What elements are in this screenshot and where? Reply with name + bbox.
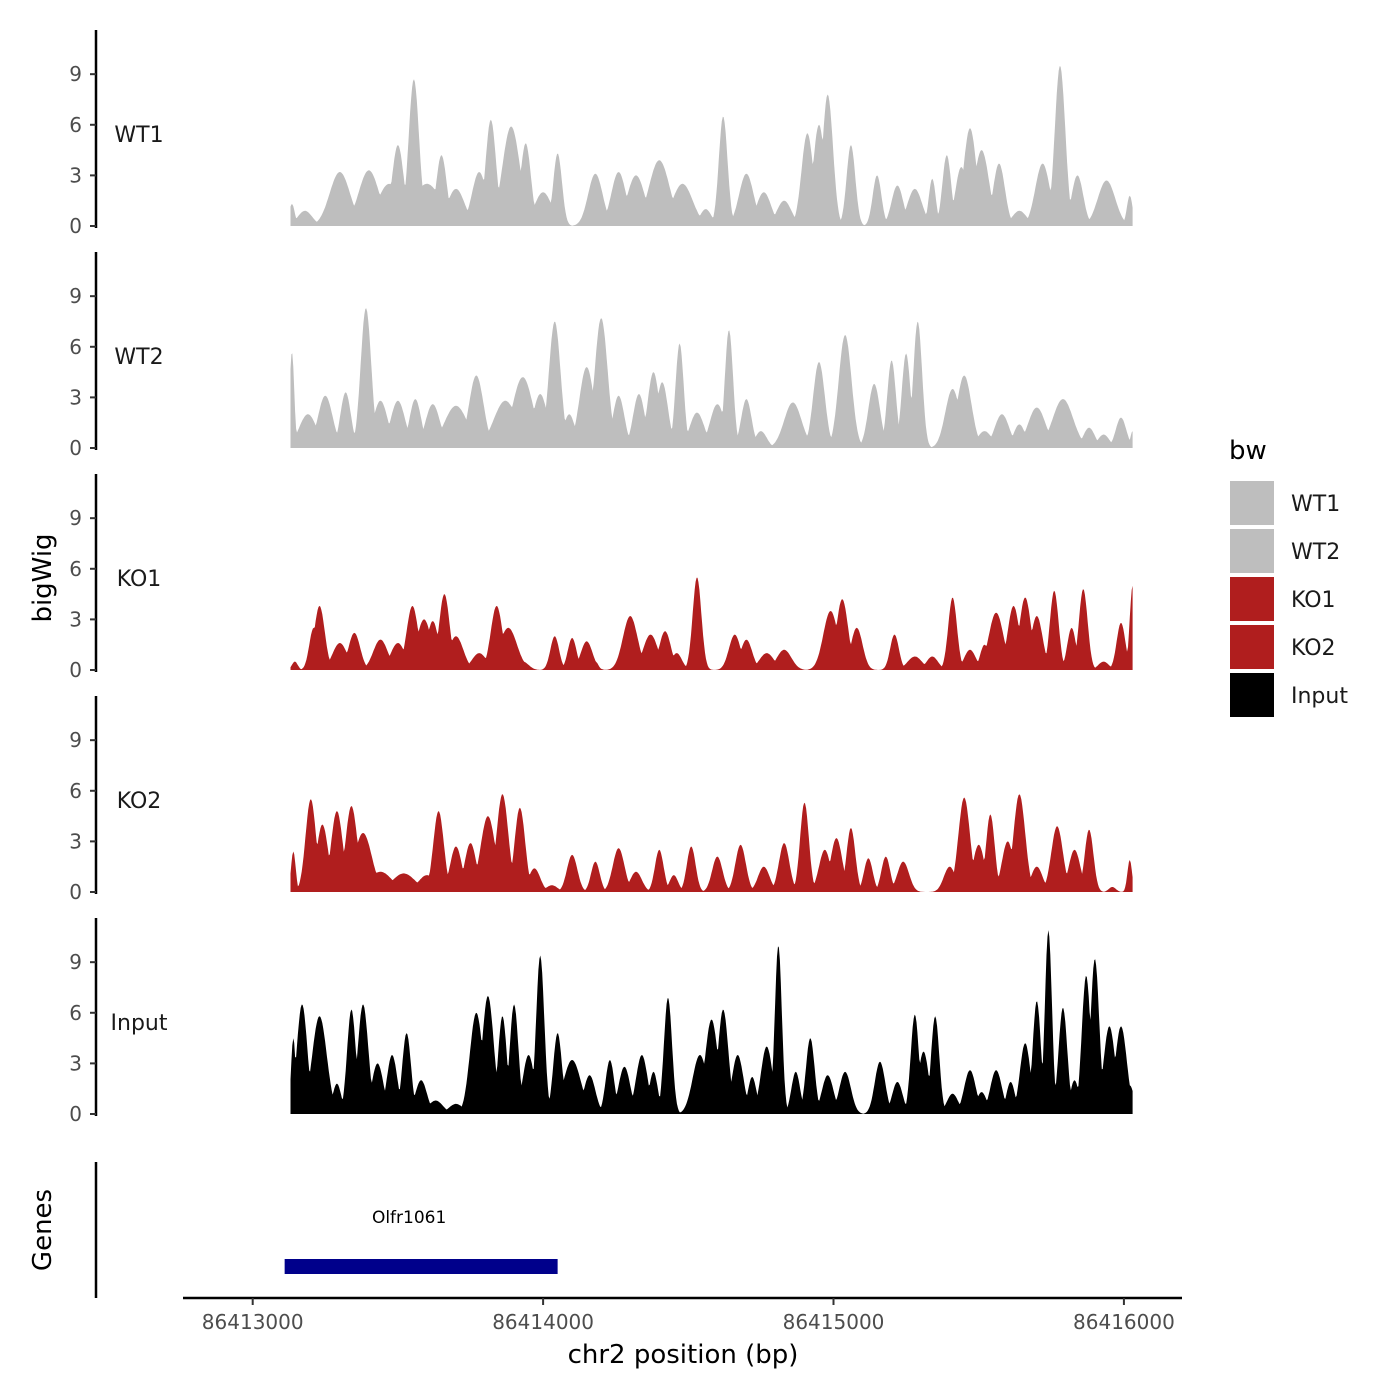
- track-wt2: 0 3 6 9 WT2: [69, 252, 1133, 460]
- x-ticks: 86413000 86414000 86415000 86416000: [202, 1298, 1175, 1334]
- y-tick-label: 6: [69, 113, 82, 137]
- y-tick-label: 6: [69, 335, 82, 359]
- x-axis: 86413000 86414000 86415000 86416000 chr2 po…: [183, 1296, 1182, 1370]
- legend-label-wt2: WT2: [1291, 540, 1340, 565]
- signal-area-wt2: [290, 308, 1133, 448]
- y-tick-label: 3: [69, 385, 82, 409]
- y-tick-label: 3: [69, 163, 82, 187]
- legend-label-ko1: KO1: [1291, 588, 1336, 613]
- y-tick-label: 3: [69, 607, 82, 631]
- legend-label-wt1: WT1: [1291, 492, 1340, 517]
- legend-label-ko2: KO2: [1291, 636, 1336, 661]
- x-tick-label: 86416000: [1073, 1310, 1175, 1334]
- legend-swatch-wt1: [1230, 481, 1274, 525]
- track-label-input: Input: [111, 1011, 168, 1036]
- bigwig-tracks: 0 3 6 9 WT1 0 3 6 9 WT2 0 3 6 9 KO1 0 3 6 9 KO2 0 3 6 9 Input: [69, 30, 1133, 1126]
- y-axis-title: bigWig: [28, 533, 58, 622]
- legend-swatch-input: [1230, 673, 1274, 717]
- track-ko2: 0 3 6 9 KO2: [69, 696, 1133, 904]
- genes-panel-label: Genes: [28, 1189, 58, 1271]
- track-label-ko2: KO2: [117, 789, 162, 814]
- y-tick-label: 0: [69, 658, 82, 682]
- x-axis-title: chr2 position (bp): [568, 1340, 799, 1370]
- y-tick-label: 9: [69, 284, 82, 308]
- y-tick-label: 6: [69, 779, 82, 803]
- track-label-wt2: WT2: [114, 345, 163, 370]
- signal-area-wt1: [290, 66, 1133, 226]
- y-tick-label: 9: [69, 62, 82, 86]
- legend-swatch-ko1: [1230, 577, 1274, 621]
- signal-area-input: [290, 930, 1133, 1114]
- y-tick-label: 6: [69, 557, 82, 581]
- y-tick-label: 3: [69, 829, 82, 853]
- track-ko1: 0 3 6 9 KO1: [69, 474, 1133, 682]
- y-tick-label: 3: [69, 1051, 82, 1075]
- y-tick-label: 9: [69, 950, 82, 974]
- genes-panel: Genes Olfr1061: [28, 1162, 558, 1298]
- track-input: 0 3 6 9 Input: [69, 918, 1133, 1126]
- track-wt1: 0 3 6 9 WT1: [69, 30, 1133, 238]
- y-tick-label: 9: [69, 506, 82, 530]
- y-tick-label: 6: [69, 1001, 82, 1025]
- legend-swatch-ko2: [1230, 625, 1274, 669]
- y-tick-label: 0: [69, 1102, 82, 1126]
- track-label-wt1: WT1: [114, 123, 163, 148]
- x-tick-label: 86414000: [492, 1310, 594, 1334]
- legend-label-input: Input: [1291, 684, 1348, 709]
- y-tick-label: 0: [69, 880, 82, 904]
- x-tick-label: 86413000: [202, 1310, 304, 1334]
- legend-swatch-wt2: [1230, 529, 1274, 573]
- y-tick-label: 0: [69, 214, 82, 238]
- y-tick-label: 0: [69, 436, 82, 460]
- legend-title: bw: [1229, 436, 1267, 466]
- legend: bw WT1 WT2 KO1 KO2 Input: [1229, 436, 1348, 717]
- signal-area-ko2: [290, 794, 1133, 892]
- y-tick-label: 9: [69, 728, 82, 752]
- track-label-ko1: KO1: [117, 567, 162, 592]
- legend-entries: WT1 WT2 KO1 KO2 Input: [1230, 481, 1348, 717]
- signal-area-ko1: [290, 577, 1133, 670]
- x-tick-label: 86415000: [783, 1310, 885, 1334]
- gene-bar: [284, 1259, 558, 1274]
- gene-items: Olfr1061: [284, 1208, 558, 1274]
- gene-label: Olfr1061: [372, 1208, 446, 1228]
